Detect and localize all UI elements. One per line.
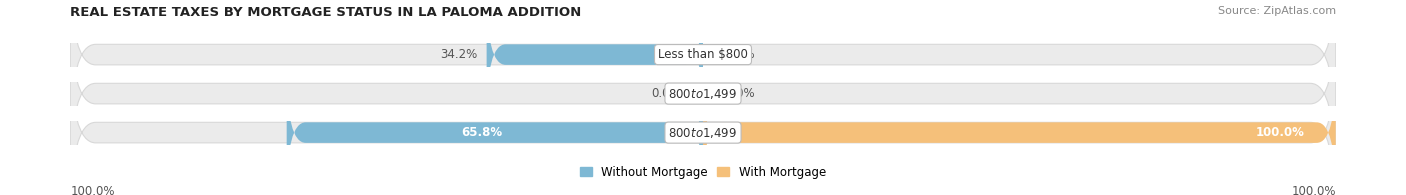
Text: 65.8%: 65.8% (461, 126, 503, 139)
FancyBboxPatch shape (287, 70, 703, 195)
FancyBboxPatch shape (703, 70, 1336, 195)
Text: 34.2%: 34.2% (440, 48, 477, 61)
Text: 100.0%: 100.0% (1256, 126, 1305, 139)
Text: $800 to $1,499: $800 to $1,499 (668, 87, 738, 101)
Text: 0.0%: 0.0% (725, 48, 755, 61)
FancyBboxPatch shape (70, 46, 1336, 195)
Text: $800 to $1,499: $800 to $1,499 (668, 126, 738, 140)
FancyBboxPatch shape (486, 0, 703, 117)
Text: 0.0%: 0.0% (651, 87, 681, 100)
FancyBboxPatch shape (70, 0, 1336, 141)
Text: Source: ZipAtlas.com: Source: ZipAtlas.com (1218, 6, 1336, 16)
Text: 100.0%: 100.0% (1291, 185, 1336, 195)
FancyBboxPatch shape (70, 7, 1336, 180)
Legend: Without Mortgage, With Mortgage: Without Mortgage, With Mortgage (575, 161, 831, 183)
Text: 0.0%: 0.0% (725, 87, 755, 100)
Text: Less than $800: Less than $800 (658, 48, 748, 61)
Text: 100.0%: 100.0% (70, 185, 115, 195)
Text: REAL ESTATE TAXES BY MORTGAGE STATUS IN LA PALOMA ADDITION: REAL ESTATE TAXES BY MORTGAGE STATUS IN … (70, 6, 582, 19)
